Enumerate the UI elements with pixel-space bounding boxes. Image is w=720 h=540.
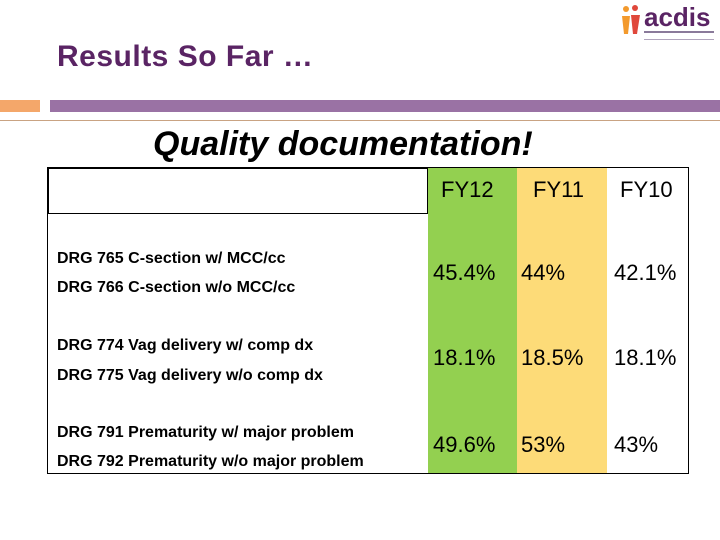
row-label: DRG 765 C-section w/ MCC/cc: [57, 250, 286, 267]
header-fy12: FY12: [441, 177, 494, 202]
acdis-logo: acdis: [620, 2, 716, 42]
value-fy10: 42.1%: [614, 260, 677, 285]
row-label: DRG 774 Vag delivery w/ comp dx: [57, 337, 314, 354]
row-label: DRG 792 Prematurity w/o major problem: [57, 453, 364, 470]
header-fy11: FY11: [533, 177, 584, 202]
value-fy10: 18.1%: [614, 345, 677, 370]
fy11-column-fill: [517, 168, 607, 473]
people-figures-icon: [622, 5, 640, 34]
slide-title: Results So Far …: [57, 40, 314, 73]
accent-bar-orange: [0, 100, 40, 112]
value-fy11: 44%: [521, 260, 566, 285]
logo-text: acdis: [644, 2, 711, 32]
accent-bar-purple: [50, 100, 720, 112]
fy12-column-fill: [428, 168, 517, 473]
slide-subtitle: Quality documentation!: [153, 125, 533, 163]
value-fy12: 18.1%: [433, 345, 496, 370]
results-table: FY12 FY11 FY10 DRG 765 C-section w/ MCC/…: [47, 167, 689, 474]
logo-tagline-rule: [644, 31, 714, 40]
accent-rule-line: [0, 120, 720, 121]
value-fy12: 49.6%: [433, 432, 496, 457]
row-label: DRG 791 Prematurity w/ major problem: [57, 424, 354, 441]
header-blank-cell: [48, 168, 428, 214]
value-fy11: 18.5%: [521, 345, 584, 370]
value-fy12: 45.4%: [433, 260, 496, 285]
row-label: DRG 775 Vag delivery w/o comp dx: [57, 367, 323, 384]
row-label: DRG 766 C-section w/o MCC/cc: [57, 279, 296, 296]
header-fy10: FY10: [620, 177, 673, 202]
value-fy10: 43%: [614, 432, 659, 457]
value-fy11: 53%: [521, 432, 566, 457]
